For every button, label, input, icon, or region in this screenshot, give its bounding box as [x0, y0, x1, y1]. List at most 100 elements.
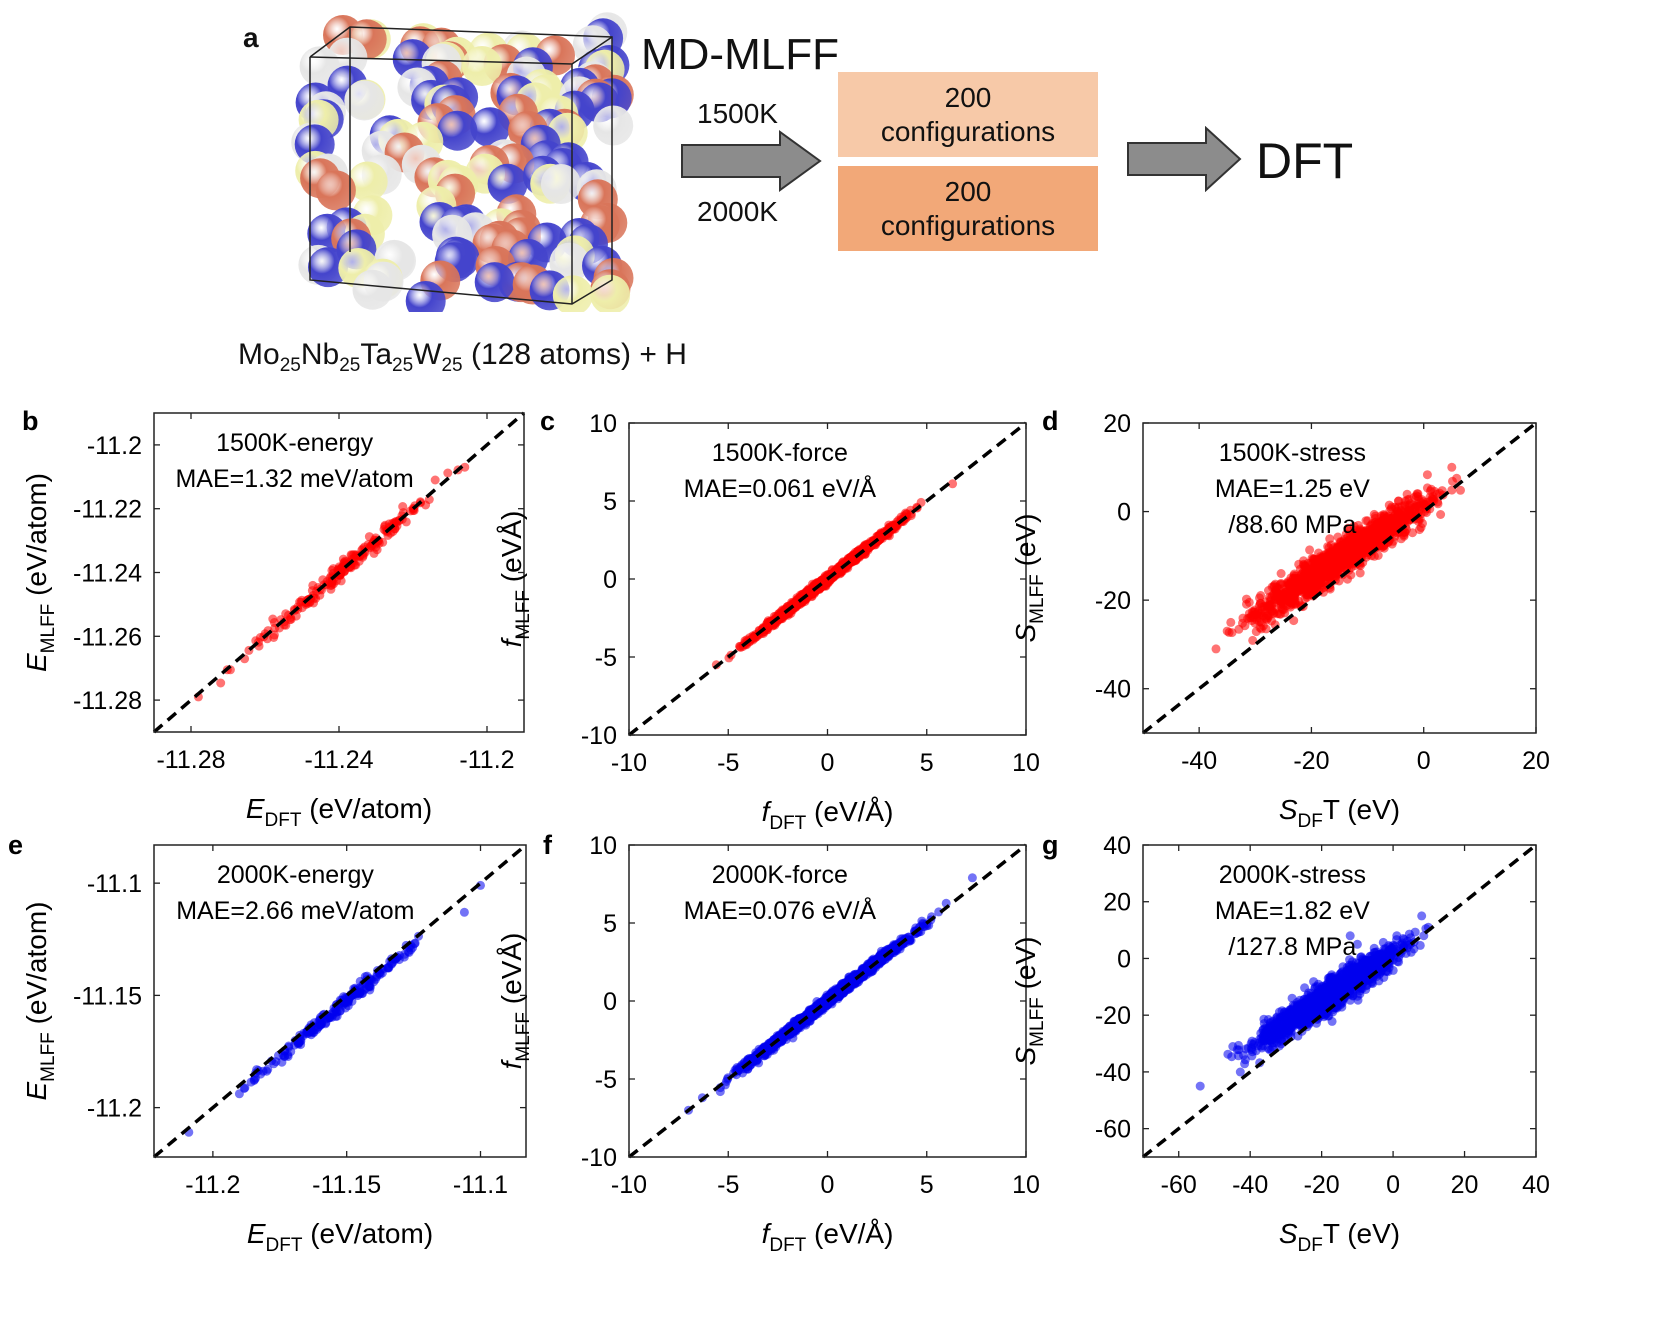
annotation-mpa: /88.60 MPa	[1228, 511, 1356, 539]
data-point	[401, 517, 411, 527]
x-axis-label: fDFT (eV/Å)	[762, 796, 894, 834]
data-point	[216, 678, 226, 688]
data-point	[1276, 609, 1286, 619]
data-point	[1319, 582, 1329, 592]
panel-letter-a: a	[243, 22, 259, 53]
y-axis-label: SMLFF (eV)	[1010, 514, 1048, 643]
panel-f: f-10 -5 0 5 10-10-505102000K-forceMAE=0.076 …	[496, 830, 1040, 1256]
data-point	[1289, 616, 1299, 626]
x-tick-label: 20	[1522, 747, 1550, 775]
data-point	[365, 982, 375, 992]
y-tick-label: 0	[603, 566, 617, 594]
formula-sub-0: 25	[279, 355, 301, 376]
data-point	[1314, 548, 1324, 558]
data-point	[1325, 557, 1335, 566]
x-tick-label: -11.28	[156, 746, 225, 774]
data-point	[1310, 563, 1320, 573]
data-point	[443, 468, 453, 478]
y-axis-label-symbol: E	[21, 1082, 52, 1101]
y-axis-label-sub: MLFF	[38, 1032, 59, 1082]
formula-el-0: Mo	[238, 338, 280, 371]
data-point	[1422, 470, 1432, 480]
data-point	[1400, 516, 1410, 525]
data-point	[1429, 494, 1439, 504]
atom-mo	[315, 170, 356, 211]
x-axis-label: SDFT (eV)	[1279, 794, 1400, 832]
atom-ta	[462, 46, 502, 86]
x-tick-label: 5	[920, 749, 934, 777]
alloy-formula: Mo25Nb25Ta25W25 (128 atoms) + H	[238, 338, 687, 377]
atom-nb	[487, 163, 528, 204]
atom-w	[540, 164, 581, 204]
data-point	[1285, 580, 1294, 590]
data-point	[1396, 506, 1406, 516]
x-tick-label: -11.2	[459, 746, 514, 774]
data-point	[1353, 527, 1363, 537]
data-point	[1415, 525, 1424, 535]
plot-frame	[153, 844, 527, 1158]
x-tick-label: -5	[717, 749, 739, 777]
x-axis-label-symbol: S	[1279, 794, 1298, 825]
x-axis-label: EDFT (eV/atom)	[247, 1218, 433, 1256]
arrow-shape	[681, 130, 822, 192]
x-axis-label-symbol: E	[246, 793, 265, 824]
x-axis-label-unit: (eV/Å)	[806, 796, 893, 827]
atom-structure	[291, 12, 634, 312]
config-label-1500k: configurations	[880, 115, 1056, 147]
atom-nb	[470, 107, 511, 148]
x-axis-label-unit: (eV/atom)	[301, 793, 432, 824]
data-point	[1358, 543, 1368, 552]
panel-d: d-40 -20 0 20-40-200201500K-stressMAE=1.25 …	[1010, 406, 1550, 832]
data-point	[1294, 576, 1304, 585]
y-tick-label: 10	[589, 410, 617, 438]
x-tick-label: -40	[1181, 747, 1217, 775]
y-tick-label: -11.2	[87, 432, 142, 460]
parity-line	[152, 411, 526, 734]
data-point	[268, 614, 278, 624]
y-axis-label: EMLFF (eV/atom)	[21, 473, 59, 672]
annotation-mae: MAE=2.66 meV/atom	[176, 897, 414, 925]
data-point	[1256, 598, 1265, 608]
data-point	[1360, 529, 1370, 539]
data-point	[776, 613, 786, 623]
y-axis-label-unit: (eV)	[1010, 514, 1041, 575]
annotation-mae: MAE=1.25 eV	[1215, 475, 1370, 503]
data-point	[875, 535, 885, 544]
y-axis-label-sub: MLFF	[1027, 574, 1048, 624]
dft-label: DFT	[1256, 133, 1354, 189]
annotation-title: 1500K-energy	[216, 429, 374, 457]
x-tick-label: -11.1	[453, 1171, 508, 1199]
formula-el-1: Nb	[300, 338, 340, 371]
data-point	[357, 988, 367, 998]
data-point	[1268, 609, 1278, 619]
x-tick-label: -11.2	[185, 1171, 240, 1199]
formula-suffix: (128 atoms) + H	[470, 338, 687, 371]
x-tick-label: 0	[821, 749, 835, 777]
data-point	[1305, 545, 1315, 555]
atom-ta	[347, 161, 388, 202]
arrow-md-to-configs	[681, 130, 822, 192]
data-point	[1402, 489, 1412, 499]
data-point	[1452, 473, 1462, 483]
x-tick-label: -11.15	[312, 1171, 381, 1199]
annotation-title: 2000K-energy	[217, 861, 375, 889]
x-axis-label: EDFT (eV/atom)	[246, 793, 432, 831]
data-point	[263, 1064, 273, 1074]
atom-w	[549, 242, 590, 283]
y-tick-label: -11.26	[73, 623, 142, 651]
x-axis-label-sub: DF	[1298, 811, 1323, 832]
data-point	[1350, 551, 1360, 561]
y-tick-label: -10	[581, 722, 617, 750]
data-point	[240, 1083, 250, 1093]
x-tick-label: 0	[1417, 747, 1431, 775]
y-tick-label: 0	[1117, 499, 1131, 527]
data-point	[1405, 507, 1415, 517]
data-point	[1311, 580, 1321, 590]
formula-el-2: Ta	[360, 338, 393, 371]
data-point	[1372, 519, 1382, 529]
data-point	[326, 584, 336, 594]
y-axis-label-sub: MLFF	[38, 604, 59, 654]
data-point	[1326, 540, 1336, 550]
y-axis-label-symbol: f	[496, 636, 527, 647]
annotation-mae: MAE=0.061 eV/Å	[684, 473, 877, 503]
